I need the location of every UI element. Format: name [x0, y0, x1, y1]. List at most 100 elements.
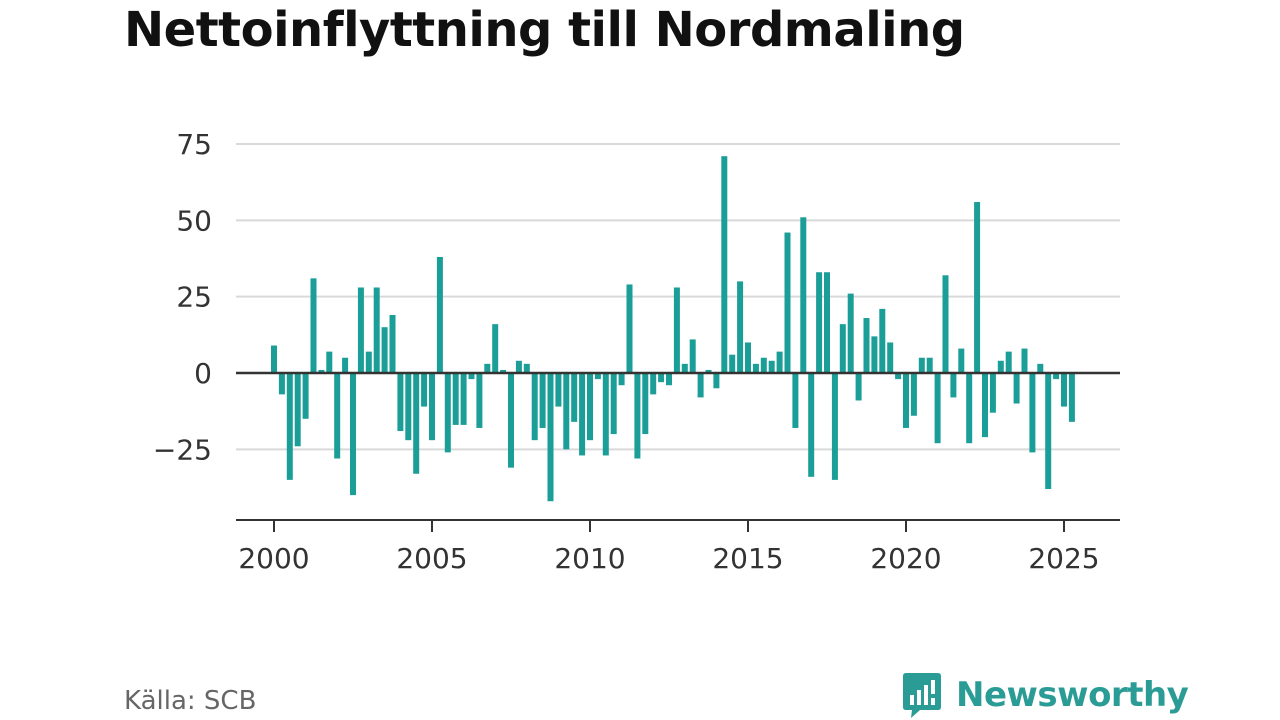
bar	[934, 373, 941, 444]
bar	[903, 373, 909, 428]
bar	[539, 373, 546, 428]
bar	[271, 345, 277, 373]
bar	[342, 357, 349, 373]
bar	[523, 363, 530, 373]
bar	[397, 373, 404, 432]
y-tick-label: −25	[153, 433, 212, 466]
bar	[950, 373, 957, 398]
bar	[318, 369, 325, 373]
bar	[800, 217, 807, 373]
bar	[492, 324, 499, 373]
bar	[729, 354, 736, 373]
bar	[350, 373, 356, 496]
bar	[942, 275, 949, 373]
bar	[721, 156, 728, 373]
bar	[515, 360, 522, 373]
bar	[500, 369, 507, 373]
bar	[879, 308, 886, 373]
y-tick-label: 0	[194, 357, 212, 390]
bar	[634, 373, 641, 459]
bar	[373, 287, 380, 373]
bar	[302, 373, 309, 419]
bar	[982, 373, 988, 438]
bar	[405, 373, 412, 441]
bar	[334, 373, 341, 459]
source-note: Källa: SCB	[124, 686, 257, 716]
bar	[784, 232, 791, 373]
bar	[918, 357, 925, 373]
axes	[236, 371, 1120, 532]
bar	[997, 360, 1004, 373]
x-tick-label: 2020	[870, 542, 941, 575]
bar	[760, 357, 767, 373]
bar	[966, 373, 973, 444]
bar	[847, 293, 854, 373]
bar	[650, 373, 657, 395]
bar	[658, 373, 665, 383]
bar	[286, 373, 293, 480]
bar	[673, 287, 680, 373]
bar	[587, 373, 593, 441]
x-tick-label: 2025	[1028, 542, 1099, 575]
bar	[278, 373, 285, 395]
y-tick-label: 75	[176, 128, 212, 161]
bar	[357, 287, 364, 373]
bar	[365, 351, 372, 373]
bar	[887, 342, 894, 373]
bar	[1068, 373, 1075, 422]
bar-chart: 75 50 25 0 −25 2000 2005 2010 2015 2020 2025	[153, 128, 1120, 575]
x-tick-label: 2010	[554, 542, 625, 575]
bar	[421, 373, 428, 407]
bar	[1061, 373, 1067, 407]
bar	[1053, 373, 1060, 380]
bar	[444, 373, 451, 453]
bar	[1005, 351, 1012, 373]
bar	[768, 360, 775, 373]
bar	[958, 348, 965, 373]
bar	[1021, 348, 1028, 373]
bar	[745, 342, 751, 373]
brand-name: Newsworthy	[956, 675, 1189, 715]
bar	[594, 373, 601, 380]
bar	[642, 373, 649, 435]
bar	[689, 339, 696, 373]
bar	[989, 373, 996, 413]
bar	[705, 369, 712, 373]
brand-logo[interactable]: Newsworthy	[902, 670, 1189, 720]
bar	[871, 336, 878, 373]
y-tick-label: 25	[176, 281, 212, 314]
bar	[863, 318, 870, 373]
bar	[413, 373, 420, 474]
bar	[571, 373, 578, 422]
bar	[618, 373, 625, 386]
bar	[681, 363, 688, 373]
bars	[271, 156, 1075, 502]
bar	[436, 256, 443, 373]
bar	[429, 373, 435, 441]
bar	[792, 373, 799, 428]
bar	[752, 363, 759, 373]
bar	[326, 351, 333, 373]
bar	[294, 373, 301, 447]
chart-title: Nettoinflyttning till Nordmaling	[124, 2, 965, 58]
bar	[910, 373, 917, 416]
bar	[460, 373, 467, 425]
bar	[926, 357, 933, 373]
bar	[713, 373, 720, 389]
bar	[697, 373, 704, 398]
bar	[579, 373, 586, 456]
bar	[855, 373, 862, 401]
bar	[974, 202, 981, 373]
bar	[508, 373, 514, 468]
newsworthy-bar-chart-icon	[903, 673, 941, 718]
bar	[808, 373, 815, 477]
bar	[468, 373, 475, 380]
bar	[626, 284, 633, 373]
y-tick-label: 50	[176, 204, 212, 237]
x-tick-label: 2015	[712, 542, 783, 575]
bar	[563, 373, 570, 450]
tick-labels: 75 50 25 0 −25 2000 2005 2010 2015 2020 2025	[153, 128, 1100, 575]
bar	[610, 373, 617, 435]
bar	[452, 373, 459, 425]
bar	[389, 314, 396, 373]
